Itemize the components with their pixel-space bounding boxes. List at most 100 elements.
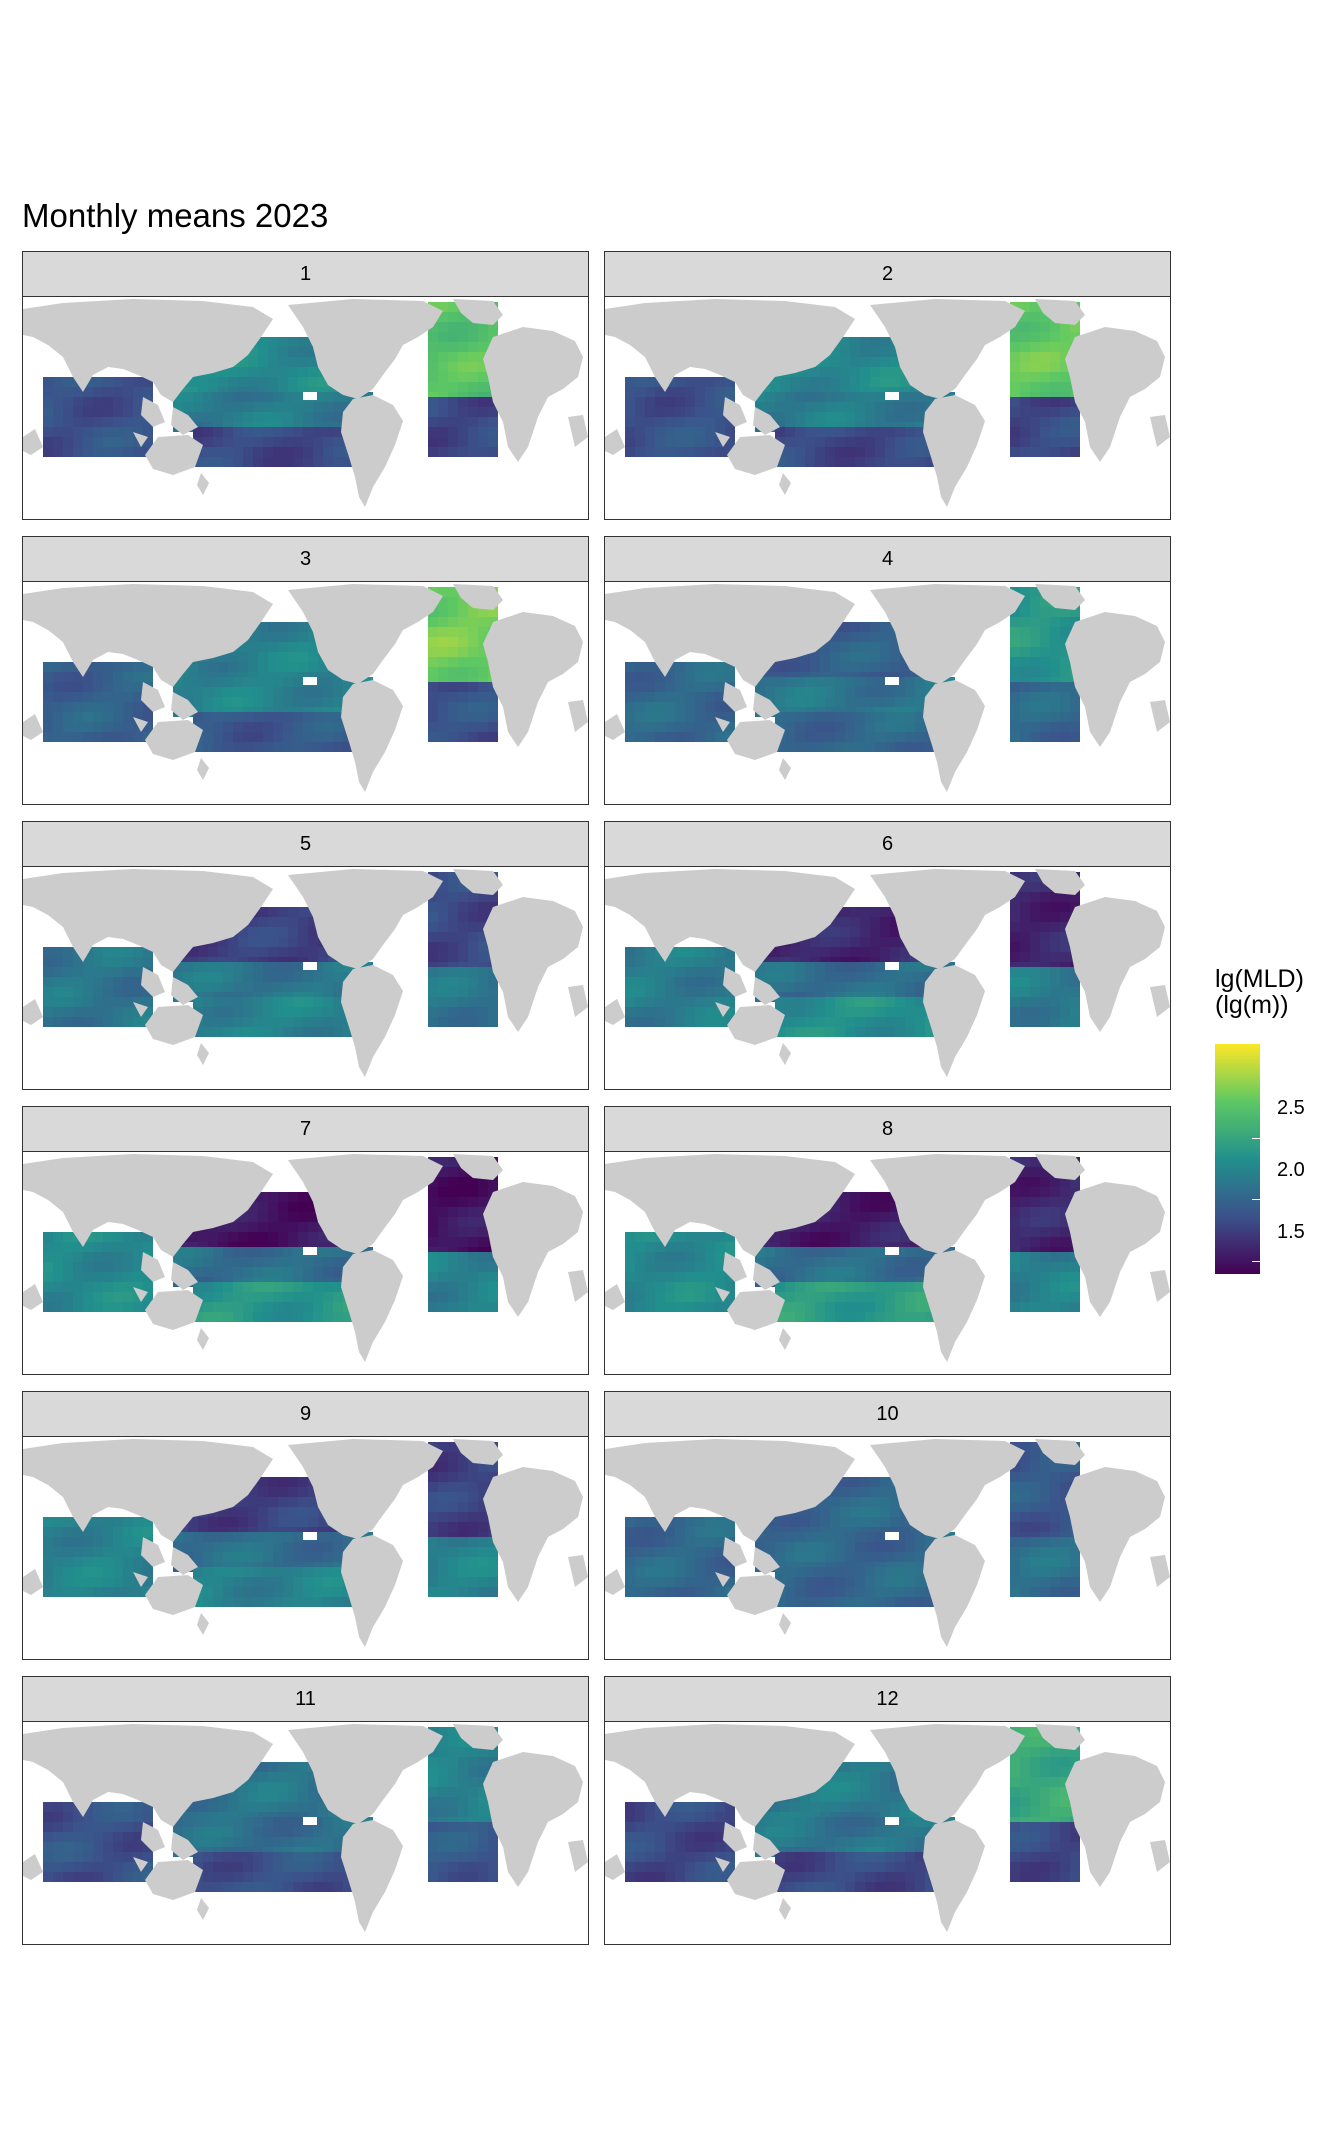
heatmap-cell (655, 672, 665, 682)
heatmap-cell (1030, 667, 1040, 677)
heatmap-cell (875, 722, 885, 732)
land-shape (727, 1005, 785, 1045)
heatmap-cell (43, 1577, 53, 1587)
heatmap-cell (123, 1302, 133, 1312)
heatmap-cell (905, 1282, 915, 1292)
heatmap-cell (93, 1292, 103, 1302)
heatmap-cell (695, 692, 705, 702)
heatmap-cell (805, 1302, 815, 1312)
heatmap-cell (865, 1532, 875, 1542)
heatmap-cell (1020, 447, 1030, 457)
heatmap-cell (233, 402, 243, 412)
heatmap-cell (1020, 407, 1030, 417)
heatmap-cell (488, 722, 498, 732)
heatmap-cell (815, 732, 825, 742)
heatmap-cell (855, 1577, 865, 1587)
heatmap-cell (278, 947, 288, 957)
missing-data-cell (885, 1532, 899, 1540)
heatmap-cell (705, 722, 715, 732)
heatmap-cell (43, 1567, 53, 1577)
heatmap-cell (428, 1187, 438, 1197)
heatmap-cell (1010, 1547, 1020, 1557)
heatmap-cell (775, 997, 785, 1007)
heatmap-cell (1020, 1472, 1030, 1482)
heatmap-cell (695, 1567, 705, 1577)
heatmap-cell (685, 1007, 695, 1017)
heatmap-cell (203, 677, 213, 687)
land-shape (605, 1284, 625, 1310)
heatmap-cell (113, 702, 123, 712)
heatmap-cell (43, 722, 53, 732)
land-shape (133, 1002, 148, 1017)
heatmap-cell (193, 412, 203, 422)
heatmap-cell (448, 1522, 458, 1532)
heatmap-cell (468, 617, 478, 627)
heatmap-cell (865, 427, 875, 437)
heatmap-cell (1060, 417, 1070, 427)
heatmap-cell (655, 397, 665, 407)
heatmap-cell (815, 1567, 825, 1577)
heatmap-cell (73, 1292, 83, 1302)
heatmap-cell (288, 347, 298, 357)
heatmap-cell (695, 987, 705, 997)
heatmap-cell (223, 1267, 233, 1277)
heatmap-cell (845, 1017, 855, 1027)
land-shape (141, 397, 165, 427)
land-shape (288, 869, 443, 969)
heatmap-cell (258, 337, 268, 347)
heatmap-cell (635, 692, 645, 702)
heatmap-cell (103, 1292, 113, 1302)
heatmap-cell (478, 1187, 488, 1197)
heatmap-cell (213, 1257, 223, 1267)
heatmap-cell (143, 1007, 153, 1017)
heatmap-cell (488, 997, 498, 1007)
heatmap-cell (830, 367, 840, 377)
land-shape (715, 1287, 730, 1302)
heatmap-cell (203, 742, 213, 752)
heatmap-cell (213, 712, 223, 722)
heatmap-cell (705, 967, 715, 977)
heatmap-cell (645, 1232, 655, 1242)
heatmap-cell (835, 1532, 845, 1542)
heatmap-cell (123, 1517, 133, 1527)
heatmap-cell (1020, 892, 1030, 902)
land-shape (870, 299, 1025, 399)
heatmap-cell (488, 1302, 498, 1312)
heatmap-cell (103, 1272, 113, 1282)
heatmap-cell (428, 997, 438, 1007)
heatmap-cell (675, 1577, 685, 1587)
heatmap-cell (1020, 342, 1030, 352)
heatmap-cell (675, 447, 685, 457)
heatmap-cell (313, 392, 323, 402)
heatmap-cell (895, 1007, 905, 1017)
heatmap-cell (448, 892, 458, 902)
heatmap-cell (900, 947, 910, 957)
heatmap-cell (915, 677, 925, 687)
heatmap-cell (248, 1792, 258, 1802)
heatmap-cell (428, 1502, 438, 1512)
land-shape (753, 977, 780, 1005)
heatmap-cell (665, 407, 675, 417)
land-shape (870, 584, 1025, 684)
heatmap-cell (123, 662, 133, 672)
heatmap-cell (795, 392, 805, 402)
heatmap-cell (775, 1312, 785, 1322)
heatmap-cell (243, 1312, 253, 1322)
heatmap-cell (665, 682, 675, 692)
heatmap-cell (1060, 1017, 1070, 1027)
heatmap-cell (143, 1577, 153, 1587)
heatmap-cell (1060, 407, 1070, 417)
heatmap-cell (83, 997, 93, 1007)
heatmap-cell (1020, 932, 1030, 942)
heatmap-cell (93, 417, 103, 427)
heatmap-cell (133, 732, 143, 742)
heatmap-cell (63, 1587, 73, 1597)
heatmap-cell (655, 1272, 665, 1282)
heatmap-cell (895, 677, 905, 687)
heatmap-cell (875, 687, 885, 697)
heatmap-cell (458, 1567, 468, 1577)
heatmap-cell (625, 957, 635, 967)
heatmap-cell (193, 392, 203, 402)
heatmap-cell (840, 357, 850, 367)
heatmap-cell (83, 1557, 93, 1567)
